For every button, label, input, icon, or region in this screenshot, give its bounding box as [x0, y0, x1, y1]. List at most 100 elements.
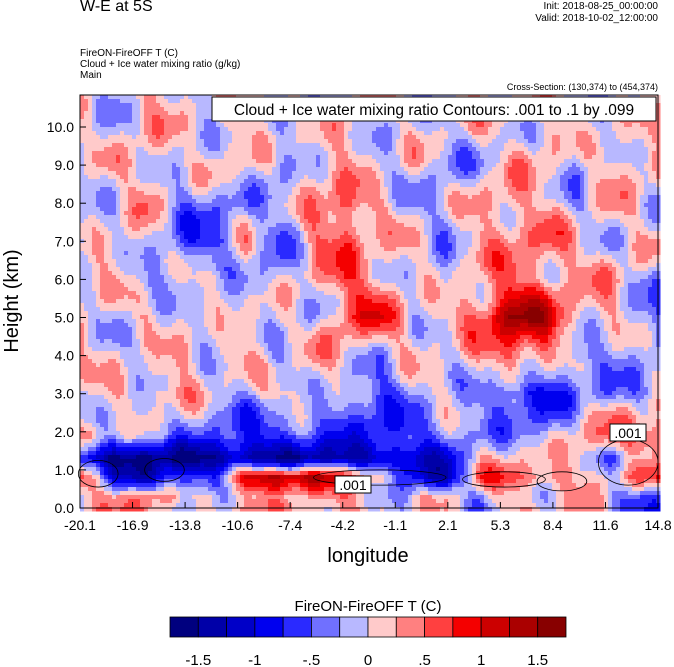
heatmap-cell — [272, 151, 277, 156]
heatmap-cell — [412, 179, 417, 184]
heatmap-cell — [380, 147, 385, 152]
heatmap-cell — [404, 131, 409, 136]
heatmap-cell — [560, 139, 565, 144]
heatmap-cell — [232, 219, 237, 224]
heatmap-cell — [180, 179, 185, 184]
heatmap-cell — [628, 155, 633, 160]
heatmap-cell — [92, 199, 97, 204]
heatmap-cell — [412, 147, 417, 152]
heatmap-cell — [228, 231, 233, 236]
heatmap-cell — [600, 227, 605, 232]
heatmap-cell — [504, 219, 509, 224]
heatmap-cell — [124, 119, 129, 124]
heatmap-cell — [284, 183, 289, 188]
heatmap-cell — [640, 123, 645, 128]
heatmap-cell — [560, 167, 565, 172]
heatmap-cell — [500, 191, 505, 196]
heatmap-cell — [520, 227, 525, 232]
heatmap-cell — [576, 211, 581, 216]
heatmap-cell — [104, 127, 109, 132]
time-info: Init: 2018-08-25_00:00:00 Valid: 2018-10-… — [535, 1, 658, 25]
heatmap-cell — [464, 219, 469, 224]
heatmap-cell — [440, 175, 445, 180]
heatmap-cell — [644, 167, 649, 172]
heatmap-cell — [108, 163, 113, 168]
heatmap-cell — [284, 167, 289, 172]
heatmap-cell — [272, 163, 277, 168]
heatmap-cell — [204, 123, 209, 128]
heatmap-cell — [608, 131, 613, 136]
heatmap-cell — [92, 215, 97, 220]
heatmap-cell — [340, 203, 345, 208]
heatmap-cell — [176, 227, 181, 232]
heatmap-cell — [88, 219, 93, 224]
heatmap-cell — [488, 179, 493, 184]
heatmap-cell — [192, 167, 197, 172]
heatmap-cell — [192, 223, 197, 228]
heatmap-cell — [336, 179, 341, 184]
heatmap-cell — [240, 163, 245, 168]
heatmap-cell — [148, 195, 153, 200]
heatmap-cell — [604, 215, 609, 220]
heatmap-cell — [476, 131, 481, 136]
heatmap-cell — [84, 99, 89, 104]
heatmap-cell — [436, 219, 441, 224]
heatmap-cell — [168, 167, 173, 172]
heatmap-cell — [624, 191, 629, 196]
heatmap-cell — [288, 187, 293, 192]
heatmap-cell — [652, 159, 657, 164]
heatmap-cell — [360, 223, 365, 228]
heatmap-cell — [504, 155, 509, 160]
heatmap-cell — [220, 203, 225, 208]
heatmap-cell — [136, 207, 141, 212]
heatmap-cell — [108, 115, 113, 120]
heatmap-cell — [548, 175, 553, 180]
heatmap-cell — [496, 183, 501, 188]
heatmap-cell — [628, 211, 633, 216]
heatmap-cell — [548, 211, 553, 216]
heatmap-cell — [476, 135, 481, 140]
heatmap-cell — [116, 147, 121, 152]
heatmap-cell — [248, 139, 253, 144]
heatmap-cell — [384, 191, 389, 196]
heatmap-cell — [348, 139, 353, 144]
heatmap-cell — [216, 155, 221, 160]
heatmap-cell — [256, 167, 261, 172]
heatmap-cell — [364, 151, 369, 156]
heatmap-cell — [396, 151, 401, 156]
heatmap-cell — [200, 211, 205, 216]
heatmap-cell — [516, 211, 521, 216]
heatmap-cell — [372, 171, 377, 176]
heatmap-cell — [88, 207, 93, 212]
heatmap-cell — [268, 139, 273, 144]
heatmap-cell — [320, 203, 325, 208]
heatmap-cell — [492, 151, 497, 156]
heatmap-cell — [420, 203, 425, 208]
heatmap-cell — [532, 199, 537, 204]
heatmap-cell — [396, 167, 401, 172]
heatmap-cell — [308, 227, 313, 232]
heatmap-cell — [524, 183, 529, 188]
heatmap-cell — [544, 183, 549, 188]
heatmap-cell — [640, 171, 645, 176]
heatmap-cell — [280, 179, 285, 184]
heatmap-cell — [92, 227, 97, 232]
heatmap-cell — [512, 159, 517, 164]
heatmap-cell — [592, 191, 597, 196]
heatmap-cell — [540, 187, 545, 192]
heatmap-cell — [484, 179, 489, 184]
heatmap-cell — [92, 203, 97, 208]
heatmap-cell — [432, 183, 437, 188]
heatmap-cell — [372, 215, 377, 220]
heatmap-cell — [572, 183, 577, 188]
heatmap-cell — [172, 171, 177, 176]
heatmap-cell — [620, 199, 625, 204]
heatmap-cell — [124, 219, 129, 224]
heatmap-cell — [444, 155, 449, 160]
heatmap-cell — [136, 171, 141, 176]
heatmap-cell — [292, 191, 297, 196]
heatmap-cell — [136, 159, 141, 164]
heatmap-cell — [252, 215, 257, 220]
heatmap-cell — [420, 123, 425, 128]
heatmap-cell — [320, 223, 325, 228]
